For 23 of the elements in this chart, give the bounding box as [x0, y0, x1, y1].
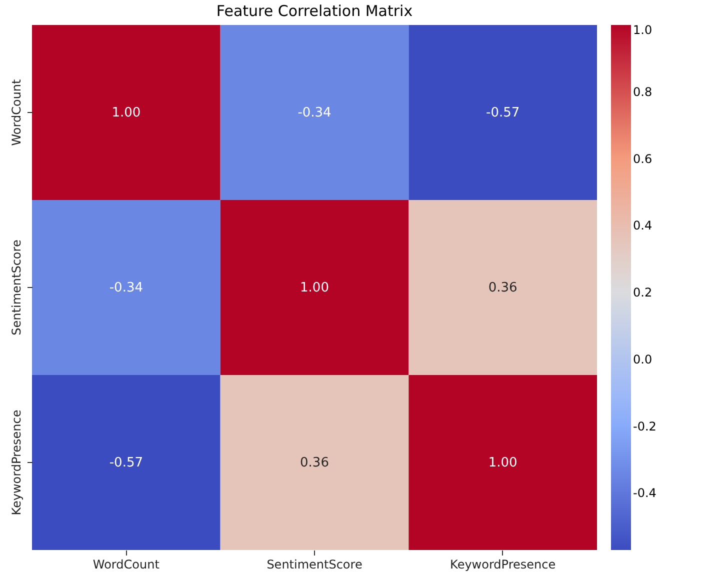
color-bar-label: 0.8 — [633, 84, 652, 99]
data-label: -0.57 — [109, 456, 143, 470]
data-label: 1.00 — [300, 280, 329, 296]
color-bar-label: 0.2 — [633, 286, 652, 300]
y-tick-label: SentimentScore — [10, 240, 24, 336]
chart-title: Feature Correlation Matrix — [216, 2, 413, 20]
color-bar-label: -0.4 — [633, 486, 656, 500]
color-bar-label: 1.0 — [633, 23, 652, 37]
data-label: 0.36 — [300, 456, 329, 470]
x-tick-label: WordCount — [92, 558, 160, 572]
color-bar-label: -0.2 — [633, 419, 656, 434]
x-tick-label: KeywordPresence — [450, 558, 556, 572]
data-label: 1.00 — [488, 456, 518, 470]
x-tick-label: SentimentScore — [266, 558, 362, 572]
data-label: 0.36 — [488, 280, 518, 296]
y-tick-label: WordCount — [10, 78, 24, 146]
data-label: -0.34 — [109, 280, 143, 296]
color-bar-label: 0.0 — [633, 352, 652, 366]
data-label: -0.34 — [298, 106, 332, 120]
data-label: -0.57 — [486, 106, 520, 120]
color-bar-label: 0.6 — [633, 152, 652, 166]
data-label: 1.00 — [112, 106, 141, 120]
color-bar-label: 0.4 — [633, 218, 652, 233]
